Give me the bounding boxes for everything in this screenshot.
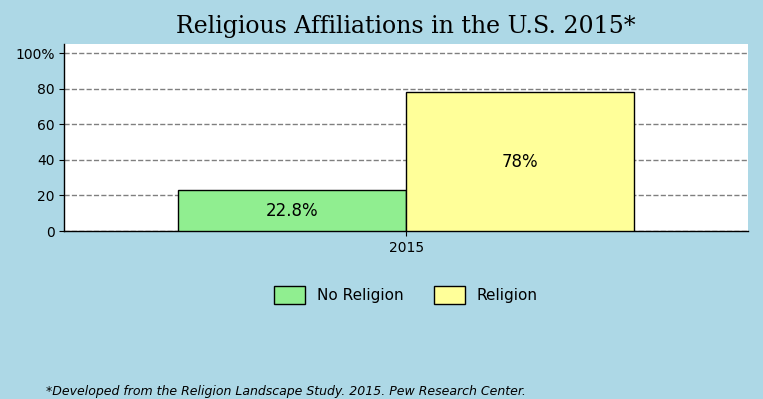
Legend: No Religion, Religion: No Religion, Religion: [268, 280, 544, 310]
Bar: [179, 190, 406, 231]
Text: *Developed from the Religion Landscape Study. 2015. Pew Research Center.: *Developed from the Religion Landscape S…: [46, 385, 526, 398]
Bar: [406, 92, 634, 231]
Title: Religious Affiliations in the U.S. 2015*: Religious Affiliations in the U.S. 2015*: [176, 15, 636, 38]
Text: 22.8%: 22.8%: [266, 202, 318, 220]
Text: 78%: 78%: [502, 152, 539, 171]
